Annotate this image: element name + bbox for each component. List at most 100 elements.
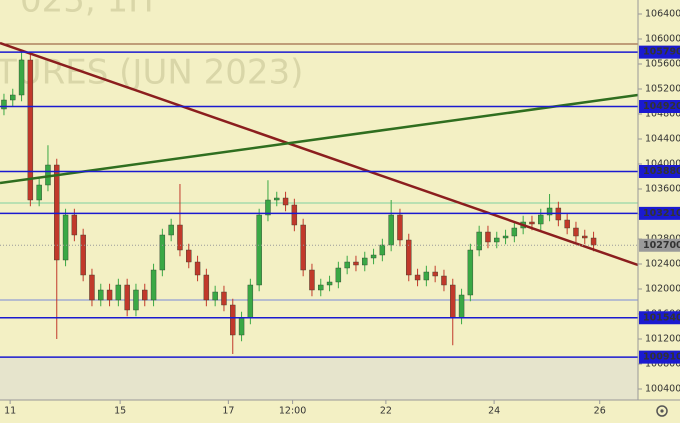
x-tick-label: 22 [380,406,392,417]
candle-body [133,289,139,311]
candle-body [309,269,315,291]
candle-body [441,275,447,286]
candle-body [106,289,113,301]
level-label-bg [639,165,680,178]
candle-body [502,235,509,239]
candle-body [353,261,359,266]
x-tick-label: 17 [222,406,234,417]
candle-body [256,214,262,286]
level-label: 102700 [643,240,680,251]
watermark: TURES (JUN 2023) [0,53,303,93]
axes: 1004001008001012001016001020001024001028… [4,9,680,417]
y-tick-label: 104400 [645,134,680,145]
candle-body [590,237,597,246]
candle-body [1,99,7,110]
candle-body [89,274,95,301]
level-label: 105790 [643,47,680,58]
level-label: 101540 [643,312,680,323]
candle-body [36,184,42,201]
y-tick-label: 102400 [645,259,680,270]
level-label: 103880 [643,166,680,177]
candle-body [274,197,280,201]
candle-body [485,231,491,243]
candle-body [573,227,579,237]
level-label: 104920 [643,101,680,112]
level-label-bg [639,45,680,59]
level-label-bg [639,311,680,325]
candle-body [388,214,394,246]
candle-body [159,234,166,271]
level-label-bg [639,350,680,364]
level-label: 103210 [643,208,680,219]
y-tick-label: 104000 [645,159,680,170]
y-tick-label: 105600 [645,59,680,70]
settings-icon[interactable] [656,405,668,417]
candle-body [177,224,183,251]
candle-body [458,294,465,319]
x-tick-label: 24 [488,406,500,417]
candle-body [318,284,324,291]
candle-body [511,227,518,237]
candle-body [115,284,122,301]
candle-body [142,289,148,301]
candle-body [476,231,482,251]
candle-body [230,304,236,336]
candle-body [450,284,456,319]
y-tick-label: 100800 [645,359,680,370]
candle-body [300,224,306,271]
x-tick-label: 11 [4,406,16,417]
candle-body [265,199,271,216]
candle-body [370,254,377,259]
y-tick-label: 106000 [645,34,680,45]
level-label-bg [639,100,680,113]
watermark: 025, 1H [20,0,154,21]
candle-body [423,271,430,281]
candle-body [362,257,368,266]
grid [0,43,638,400]
candle-body [62,214,69,261]
x-tick-label: 12:00 [279,406,306,417]
candle-body [529,221,535,225]
x-tick-label: 26 [594,406,606,417]
candle-body [397,214,403,241]
candle-body [326,281,333,286]
candle-body [10,94,16,101]
candle-body [432,271,438,277]
candle-body [98,289,104,301]
candle-body [414,274,421,281]
y-tick-label: 100400 [645,384,680,395]
candle-body [150,269,157,301]
y-tick-label: 102000 [645,284,680,295]
candle-body [80,234,86,276]
candle-body [124,284,130,311]
candle-body [379,244,386,256]
x-tick-label: 15 [114,406,126,417]
candle-body [344,261,350,269]
plot-bg [0,0,638,400]
y-tick-label: 105200 [645,84,680,95]
candle-body [203,274,210,301]
candle-body [186,249,192,263]
candle-body [54,164,60,261]
candle-body [71,214,78,236]
candle-body [291,204,298,226]
candle-body [564,219,570,229]
y-tick-label: 103600 [645,184,680,195]
candle-body [168,224,174,236]
lower-zone [0,357,638,400]
plot [0,41,639,358]
candle-body [194,261,201,276]
candle-body [335,267,342,283]
candle-body [238,317,245,336]
level-label-bg [639,238,680,252]
y-tick-label: 104800 [645,109,680,120]
candle-body [27,59,34,201]
level-label-bg [639,206,680,220]
trend-line [0,93,639,185]
candle-body [18,59,25,96]
candle-body [494,237,500,243]
trend-line [0,41,639,267]
candle-body [247,284,254,319]
y-tick-label: 101200 [645,334,680,345]
